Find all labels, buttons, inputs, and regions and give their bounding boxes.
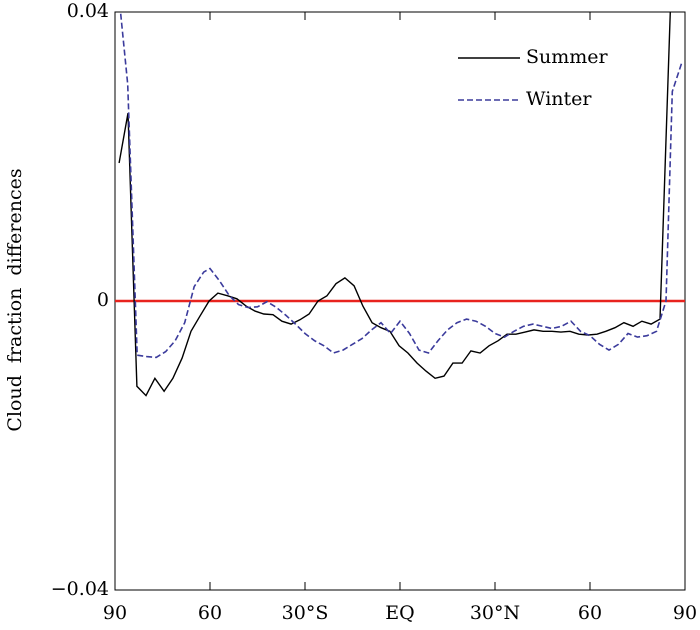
x-tick-label: 30°N bbox=[470, 602, 520, 624]
y-tick-label: 0 bbox=[97, 289, 109, 311]
y-tick-label: −0.04 bbox=[51, 578, 109, 600]
legend-label: Summer bbox=[526, 46, 609, 68]
x-tick-label: EQ bbox=[385, 602, 414, 624]
line bbox=[119, 12, 683, 359]
x-tick-label: 30°S bbox=[282, 602, 329, 624]
x-tick-label: 60 bbox=[578, 602, 602, 624]
x-tick-label: 90 bbox=[103, 602, 127, 624]
y-tick-label: 0.04 bbox=[67, 0, 109, 22]
legend-label: Winter bbox=[526, 88, 592, 110]
plot-area bbox=[115, 12, 685, 397]
x-tick-label: 90 bbox=[673, 602, 697, 624]
y-axis-label: Cloud fraction differences bbox=[4, 168, 26, 431]
line bbox=[118, 12, 671, 397]
x-tick-label: 60 bbox=[198, 602, 222, 624]
